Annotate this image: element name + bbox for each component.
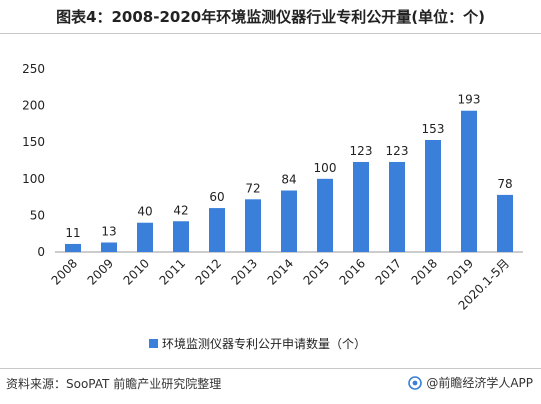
data-label: 84 xyxy=(281,173,296,187)
data-label: 123 xyxy=(386,144,409,158)
x-tick-label: 2017 xyxy=(373,256,404,287)
bar xyxy=(245,199,261,252)
data-label: 60 xyxy=(209,190,224,204)
x-tick-label: 2019 xyxy=(445,256,476,287)
x-tick-label: 2015 xyxy=(301,256,332,287)
footer-divider xyxy=(0,368,541,369)
title-divider xyxy=(0,33,541,34)
x-tick-label: 2018 xyxy=(409,256,440,287)
chart-title: 图表4：2008-2020年环境监测仪器行业专利公开量(单位：个) xyxy=(56,8,485,26)
brand-mark: @前瞻经济学人APP xyxy=(408,374,533,391)
x-tick-label: 2012 xyxy=(193,256,224,287)
bar xyxy=(461,110,477,252)
legend-swatch xyxy=(149,339,158,348)
bar xyxy=(137,222,153,252)
data-label: 11 xyxy=(65,226,80,240)
chart-bars: 11 13 40 42 60 72 84 100 123 123 153 193 78 xyxy=(65,93,513,252)
source-note: 资料来源：SooPAT 前瞻产业研究院整理 xyxy=(6,377,222,391)
bar xyxy=(65,243,81,252)
x-tick-label: 2008 xyxy=(49,256,80,287)
y-tick-label: 250 xyxy=(22,62,45,76)
data-label: 193 xyxy=(458,93,481,107)
chart-legend: 环境监测仪器专利公开申请数量（个） xyxy=(149,336,366,351)
bar xyxy=(317,178,333,252)
bar xyxy=(497,194,513,252)
brand-logo-icon xyxy=(408,375,423,390)
legend-label: 环境监测仪器专利公开申请数量（个） xyxy=(162,336,366,351)
x-tick-label: 2011 xyxy=(157,256,188,287)
data-label: 123 xyxy=(350,144,373,158)
x-tick-label: 2016 xyxy=(337,256,368,287)
y-tick-label: 50 xyxy=(30,208,45,222)
bar xyxy=(101,242,117,252)
data-label: 42 xyxy=(173,203,188,217)
data-label: 72 xyxy=(245,181,260,195)
y-tick-label: 200 xyxy=(22,99,45,113)
bar xyxy=(173,221,189,252)
x-tick-label: 2009 xyxy=(85,256,116,287)
bar xyxy=(353,161,369,252)
data-label: 78 xyxy=(497,177,512,191)
x-tick-label: 2014 xyxy=(265,256,296,287)
x-tick-label: 2010 xyxy=(121,256,152,287)
data-label: 13 xyxy=(101,224,116,238)
bar xyxy=(281,190,297,252)
data-label: 100 xyxy=(314,161,337,175)
data-label: 153 xyxy=(422,122,445,136)
y-tick-label: 100 xyxy=(22,172,45,186)
bar xyxy=(389,161,405,252)
bar xyxy=(209,208,225,252)
y-tick-label: 0 xyxy=(37,245,45,259)
bar xyxy=(425,140,441,252)
y-tick-label: 150 xyxy=(22,135,45,149)
brand-label: @前瞻经济学人APP xyxy=(426,376,533,390)
data-label: 40 xyxy=(137,205,152,219)
x-tick-label: 2013 xyxy=(229,256,260,287)
